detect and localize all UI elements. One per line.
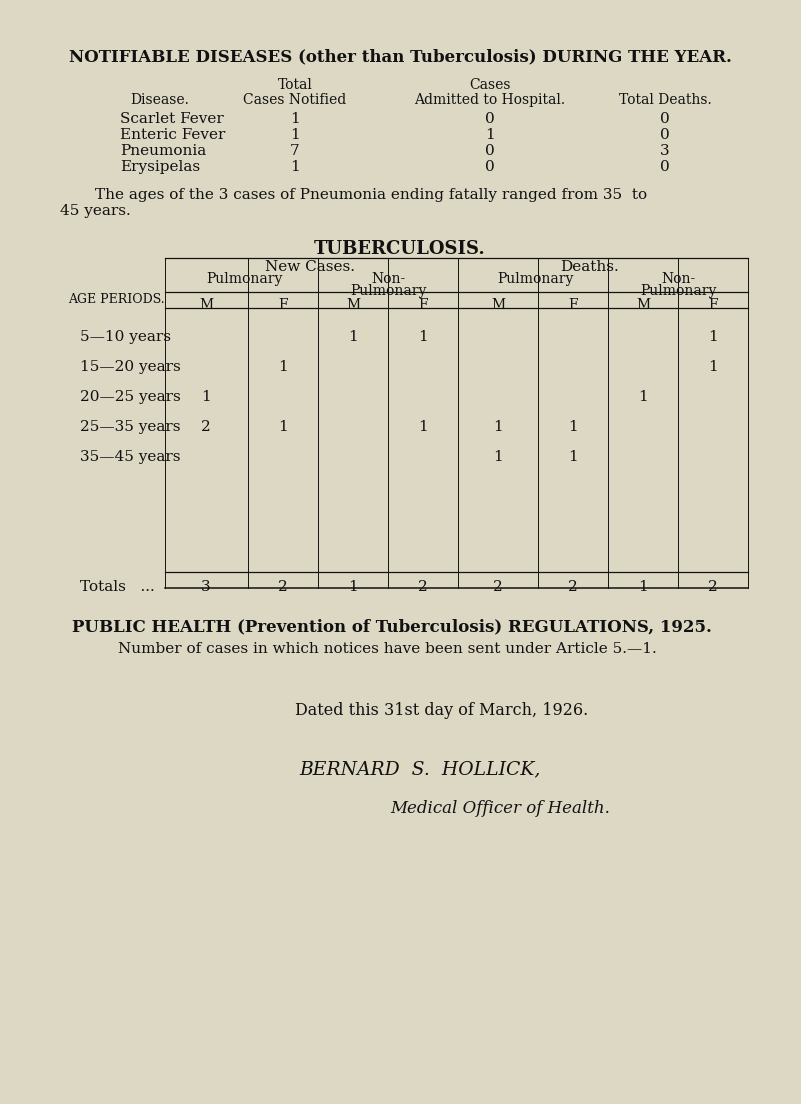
Text: F: F	[418, 298, 428, 312]
Text: 1: 1	[290, 128, 300, 142]
Text: Pulmonary: Pulmonary	[206, 272, 282, 286]
Text: Cases Notified: Cases Notified	[244, 93, 347, 107]
Text: 3: 3	[201, 580, 211, 594]
Text: 1: 1	[278, 420, 288, 434]
Text: M: M	[491, 298, 505, 312]
Text: 2: 2	[278, 580, 288, 594]
Text: 45 years.: 45 years.	[60, 204, 131, 217]
Text: 1: 1	[418, 330, 428, 344]
Text: Total: Total	[278, 78, 312, 92]
Text: 0: 0	[660, 112, 670, 126]
Text: BERNARD  S.  HOLLICK,: BERNARD S. HOLLICK,	[300, 760, 541, 778]
Text: 1: 1	[568, 420, 578, 434]
Text: 5—10 years: 5—10 years	[80, 330, 171, 344]
Text: 1: 1	[708, 330, 718, 344]
Text: F: F	[278, 298, 288, 312]
Text: 3: 3	[660, 144, 670, 158]
Text: Totals   ...: Totals ...	[80, 580, 155, 594]
Text: 1: 1	[201, 390, 211, 404]
Text: 1: 1	[290, 160, 300, 174]
Text: 0: 0	[660, 160, 670, 174]
Text: Scarlet Fever: Scarlet Fever	[120, 112, 223, 126]
Text: 0: 0	[485, 112, 495, 126]
Text: PUBLIC HEALTH (Prevention of Tuberculosis) REGULATIONS, 1925.: PUBLIC HEALTH (Prevention of Tuberculosi…	[72, 618, 712, 635]
Text: Pulmonary: Pulmonary	[640, 284, 716, 298]
Text: 0: 0	[485, 144, 495, 158]
Text: F: F	[708, 298, 718, 312]
Text: Enteric Fever: Enteric Fever	[120, 128, 225, 142]
Text: New Cases.: New Cases.	[265, 261, 355, 274]
Text: 1: 1	[290, 112, 300, 126]
Text: Disease.: Disease.	[130, 93, 189, 107]
Text: 2: 2	[201, 420, 211, 434]
Text: Pneumonia: Pneumonia	[120, 144, 206, 158]
Text: 1: 1	[348, 330, 358, 344]
Text: Non-: Non-	[371, 272, 405, 286]
Text: Number of cases in which notices have been sent under Article 5.—1.: Number of cases in which notices have be…	[118, 643, 657, 656]
Text: Deaths.: Deaths.	[561, 261, 619, 274]
Text: Total Deaths.: Total Deaths.	[618, 93, 711, 107]
Text: M: M	[199, 298, 213, 312]
Text: AGE PERIODS.: AGE PERIODS.	[68, 293, 165, 306]
Text: 2: 2	[418, 580, 428, 594]
Text: Cases: Cases	[469, 78, 511, 92]
Text: 1: 1	[485, 128, 495, 142]
Text: NOTIFIABLE DISEASES (other than Tuberculosis) DURING THE YEAR.: NOTIFIABLE DISEASES (other than Tubercul…	[69, 47, 731, 65]
Text: The ages of the 3 cases of Pneumonia ending fatally ranged from 35  to: The ages of the 3 cases of Pneumonia end…	[95, 188, 647, 202]
Text: 25—35 years: 25—35 years	[80, 420, 180, 434]
Text: 0: 0	[660, 128, 670, 142]
Text: 1: 1	[278, 360, 288, 374]
Text: 1: 1	[348, 580, 358, 594]
Text: 2: 2	[568, 580, 578, 594]
Text: Pulmonary: Pulmonary	[497, 272, 574, 286]
Text: 2: 2	[708, 580, 718, 594]
Text: Non-: Non-	[661, 272, 695, 286]
Text: 20—25 years: 20—25 years	[80, 390, 181, 404]
Text: Admitted to Hospital.: Admitted to Hospital.	[414, 93, 566, 107]
Text: 15—20 years: 15—20 years	[80, 360, 181, 374]
Text: F: F	[568, 298, 578, 312]
Text: 1: 1	[418, 420, 428, 434]
Text: M: M	[346, 298, 360, 312]
Text: 1: 1	[708, 360, 718, 374]
Text: Pulmonary: Pulmonary	[350, 284, 426, 298]
Text: 1: 1	[493, 450, 503, 464]
Text: 1: 1	[493, 420, 503, 434]
Text: M: M	[636, 298, 650, 312]
Text: Dated this 31st day of March, 1926.: Dated this 31st day of March, 1926.	[295, 702, 588, 719]
Text: 35—45 years: 35—45 years	[80, 450, 180, 464]
Text: 1: 1	[638, 390, 648, 404]
Text: 0: 0	[485, 160, 495, 174]
Text: TUBERCULOSIS.: TUBERCULOSIS.	[314, 240, 486, 258]
Text: 1: 1	[638, 580, 648, 594]
Text: 7: 7	[290, 144, 300, 158]
Text: Erysipelas: Erysipelas	[120, 160, 200, 174]
Text: 2: 2	[493, 580, 503, 594]
Text: Medical Officer of Health.: Medical Officer of Health.	[390, 800, 610, 817]
Text: 1: 1	[568, 450, 578, 464]
